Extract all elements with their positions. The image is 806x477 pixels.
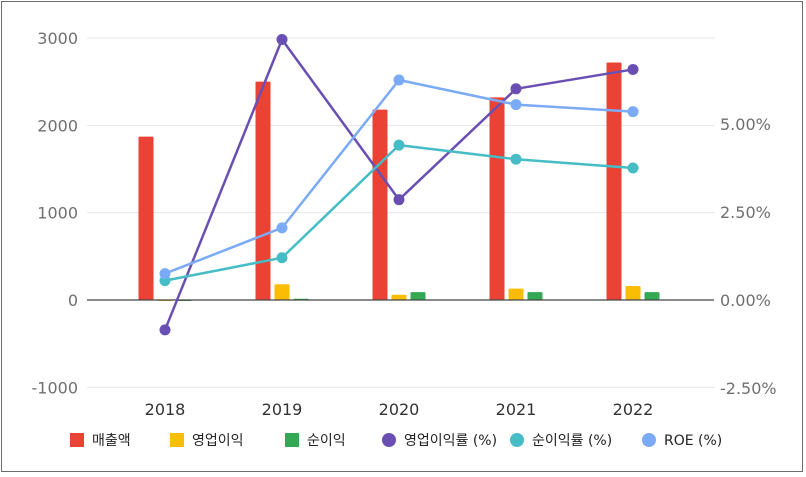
left-axis-ticks: 3000 2000 1000 0 -1000 [32,29,79,397]
legend-label: ROE (%) [664,433,722,449]
data-point [510,83,522,95]
x-tick-label: 2021 [496,400,537,419]
data-point [627,162,639,174]
left-tick-label: -1000 [32,378,79,397]
bar [255,81,271,301]
data-point [393,139,405,151]
right-tick-label: 5.00% [720,115,771,134]
data-point [159,324,171,336]
line-series [159,34,639,336]
bar [391,294,407,300]
bar [489,97,505,301]
data-point [627,63,639,75]
right-tick-label: -2.50% [720,379,777,398]
data-point [627,106,639,118]
data-point [276,222,288,234]
data-point [393,194,405,206]
legend-label: 순이익 [307,433,346,449]
data-point [276,252,288,264]
bar [508,288,524,300]
bar [410,292,426,300]
legend-label: 영업이익률 (%) [404,433,497,449]
data-point [510,99,522,111]
x-tick-label: 2018 [145,400,186,419]
bar [274,284,290,300]
bar-series [138,62,660,301]
left-tick-label: 1000 [37,204,78,223]
legend-swatch [510,433,524,447]
right-tick-label: 0.00% [720,291,771,310]
left-tick-label: 0 [68,291,78,310]
x-tick-label: 2020 [379,400,420,419]
x-tick-label: 2019 [262,400,303,419]
data-point [393,74,405,86]
data-point [510,153,522,165]
bar [625,286,641,300]
data-point [276,34,288,46]
right-tick-label: 2.50% [720,203,771,222]
legend: 매출액 영업이익 순이익 영업이익률 (%) 순이익률 (%) ROE (%) [70,433,722,449]
x-tick-label: 2022 [613,400,654,419]
bar [372,109,388,300]
series-line [164,78,634,275]
legend-swatch [170,433,184,447]
legend-swatch [382,433,396,447]
right-axis-ticks: 5.00% 2.50% 0.00% -2.50% [720,115,777,398]
left-tick-label: 2000 [37,116,78,135]
bar [606,62,622,300]
legend-swatch [642,433,656,447]
legend-label: 영업이익 [192,433,244,449]
legend-swatch [70,433,84,447]
bar [527,292,543,300]
bar [644,292,660,300]
legend-label: 순이익률 (%) [532,433,612,449]
left-tick-label: 3000 [37,29,78,48]
legend-swatch [285,433,299,447]
legend-label: 매출액 [92,433,131,449]
data-point [159,268,171,280]
bar [138,136,154,300]
x-axis-ticks: 2018 2019 2020 2021 2022 [145,400,654,419]
